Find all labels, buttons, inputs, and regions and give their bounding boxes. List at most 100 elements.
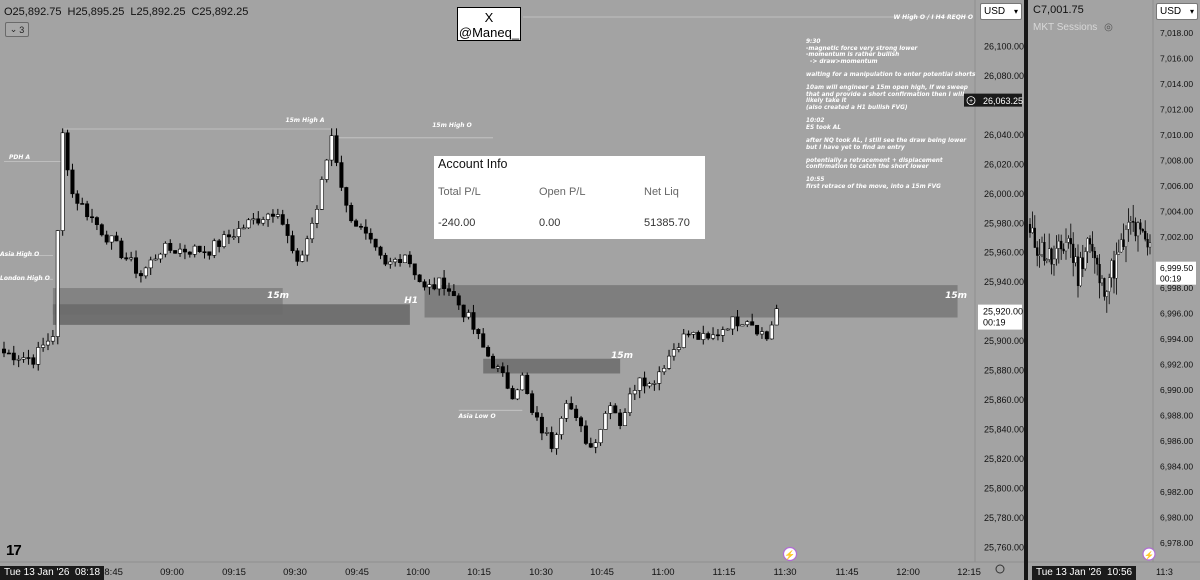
candle [1148, 234, 1152, 255]
note-line: -momentum is rather bullish [806, 52, 900, 59]
currency-select[interactable]: USD ▾ [1156, 3, 1198, 20]
candle [613, 403, 618, 414]
candle [363, 219, 368, 240]
price-tick-label: 7,010.00 [1160, 130, 1193, 140]
note-line: 10:02 [806, 118, 825, 125]
main-chart-pane[interactable]: 15m H1 15m 15m 15m High A 15m High O PDH A Asia… [0, 0, 1024, 580]
trade-notes: 9:30 -magnetic force very strong lower -mo… [806, 39, 975, 191]
candle [1108, 273, 1111, 305]
candle-body-down [202, 251, 207, 254]
note-line: -magnetic force very strong lower [806, 45, 918, 52]
candle [1117, 239, 1120, 255]
candle-body-up [554, 434, 559, 449]
candle [393, 257, 398, 267]
price-tick-label: 7,008.00 [1160, 155, 1193, 165]
main-chart-canvas[interactable]: 15m H1 15m 15m 15m High A 15m High O PDH A Asia… [0, 0, 1024, 580]
candle-body-up [163, 243, 168, 255]
price-tick-label: 25,880.00 [984, 366, 1024, 376]
plus-icon: + [969, 98, 973, 105]
price-tick-label: 6,978.00 [1160, 538, 1193, 548]
eye-icon[interactable]: ◎ [1104, 22, 1113, 33]
candle-body-down [1103, 278, 1106, 297]
candle [539, 413, 544, 441]
candle [178, 243, 183, 257]
candle-body-down [65, 132, 70, 171]
candle [642, 371, 647, 394]
candle-body-up [691, 332, 696, 335]
candle-body-up [1100, 278, 1104, 284]
candle [290, 230, 295, 254]
chevron-down-icon: ▾ [1013, 7, 1018, 16]
candle [1096, 255, 1099, 276]
indicator-collapse-button[interactable]: ⌄ 3 [5, 22, 29, 37]
candle-body-up [305, 238, 310, 256]
candle-body-up [236, 228, 241, 237]
candle-body-up [1038, 254, 1041, 256]
candle [1057, 234, 1060, 264]
candle-body-up [158, 253, 163, 260]
candle [1033, 215, 1036, 248]
candle-body-down [1141, 229, 1144, 232]
candle-body-down [476, 329, 481, 334]
price-tick-label: 7,004.00 [1160, 206, 1193, 216]
candle [192, 244, 197, 258]
candle [657, 366, 662, 391]
time-tick-label: 10:30 [529, 567, 553, 578]
candle [515, 388, 520, 401]
candle-body-up [310, 223, 315, 240]
net-liq-header: Net Liq [644, 186, 679, 198]
time-tick-label: 11:3 [1156, 567, 1173, 577]
author-handle-box: X @Maneq_ [457, 7, 521, 41]
candle-body-down [168, 243, 173, 251]
time-tick-label: 09:15 [222, 567, 246, 578]
candle [476, 328, 481, 340]
lightning-icon [782, 546, 798, 562]
time-tick-label: 09:00 [160, 567, 184, 578]
level-label: London High O [0, 275, 50, 282]
candle [11, 345, 16, 366]
candle [1045, 257, 1048, 264]
candle-body-down [456, 295, 461, 306]
candle-body-down [383, 254, 388, 265]
candle-body-up [222, 234, 227, 247]
candle-body-down [764, 331, 769, 340]
candle [750, 313, 755, 326]
candle-body-down [407, 254, 412, 265]
candle-body-up [55, 230, 60, 337]
candle [334, 128, 339, 167]
candle [1055, 235, 1058, 266]
candle [1112, 250, 1116, 294]
price-tick-label: 25,760.00 [984, 542, 1024, 552]
candle [1129, 215, 1132, 235]
date-flag-date: Tue 13 Jan '26 [4, 567, 70, 578]
candle [1062, 243, 1065, 254]
candle-body-up [603, 413, 608, 430]
current-price-tag [1156, 261, 1196, 285]
time-tick-label: 08:45 [99, 567, 123, 578]
candle-body-up [231, 236, 236, 238]
marked-price-value: 26,063.25 [983, 96, 1023, 106]
candle-body-down [207, 251, 212, 256]
secondary-chart-pane[interactable]: 7,018.00 7,016.00 7,014.00 7,012.00 7,010.00… [1028, 0, 1200, 580]
candle-body-down [481, 333, 486, 348]
candle-body-down [1076, 256, 1080, 286]
note-line [806, 65, 971, 72]
candle [398, 254, 403, 267]
candle-body-up [1110, 260, 1113, 278]
candle [1091, 231, 1094, 259]
candle-body-down [358, 225, 363, 228]
secondary-chart-canvas[interactable]: 7,018.00 7,016.00 7,014.00 7,012.00 7,010.00… [1028, 0, 1200, 580]
pane-divider[interactable] [1024, 0, 1028, 580]
candle-body-down [613, 405, 618, 414]
candle [1098, 254, 1101, 299]
candle-body-down [1062, 248, 1065, 252]
currency-select[interactable]: USD ▾ [980, 3, 1022, 20]
candle-body-up [1084, 251, 1087, 270]
candle [319, 176, 324, 211]
price-tick-label: 7,018.00 [1160, 28, 1193, 38]
candle-body-down [285, 224, 290, 236]
candle [207, 251, 212, 260]
time-tick-label: 10:45 [590, 567, 614, 578]
note-line: first retrace of the move, into a 15m FV… [806, 184, 941, 191]
candle-body-down [1, 348, 7, 354]
